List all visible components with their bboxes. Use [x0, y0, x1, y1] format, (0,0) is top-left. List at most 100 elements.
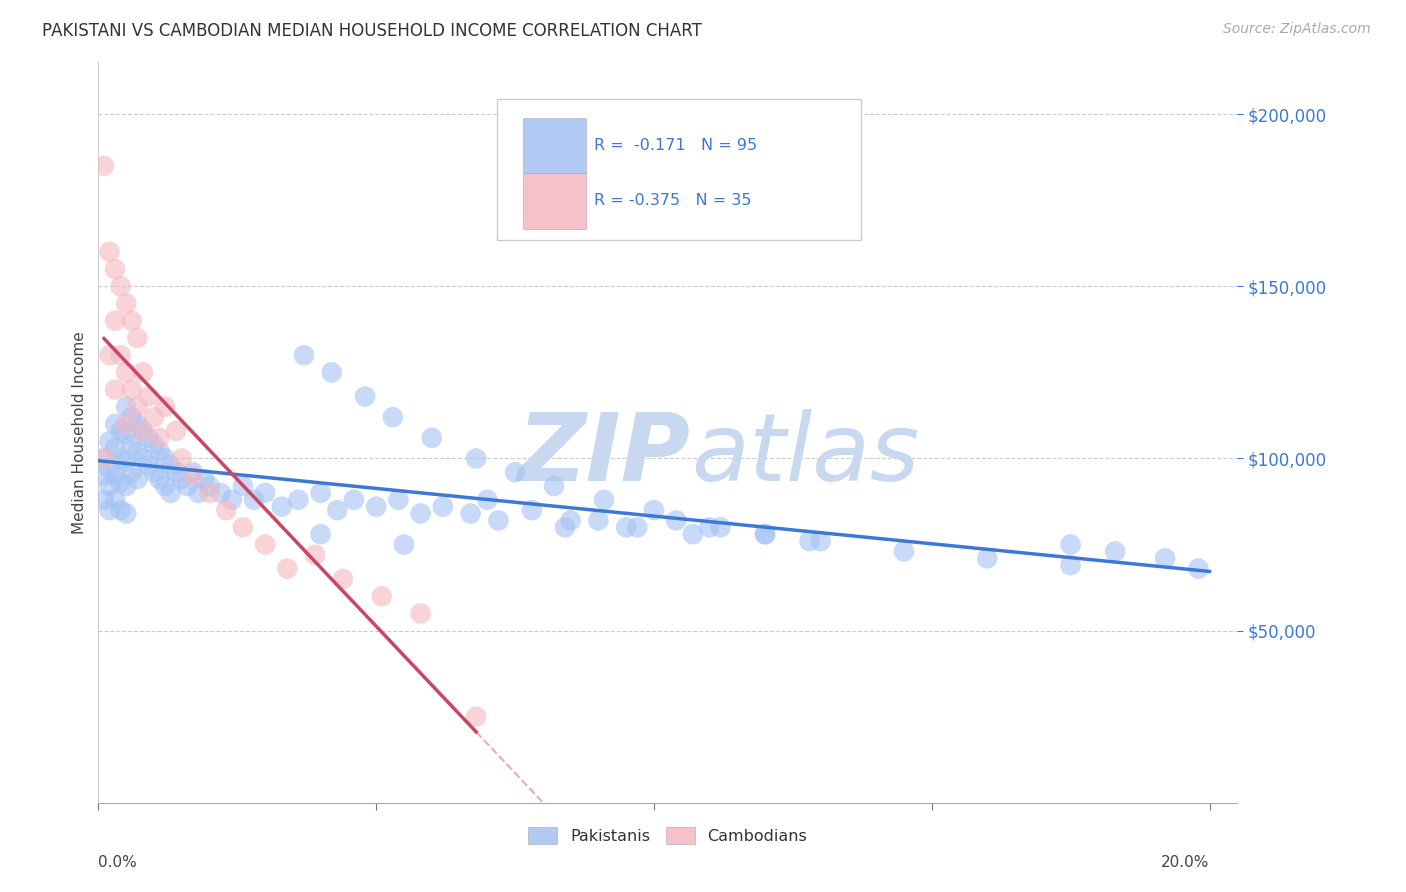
Point [332, 572, 354, 586]
Point [187, 486, 209, 500]
Point [159, 458, 181, 473]
Point [176, 479, 198, 493]
Point [366, 500, 388, 514]
Point [1154, 551, 1177, 566]
Y-axis label: Median Household Income: Median Household Income [72, 331, 87, 534]
FancyBboxPatch shape [498, 99, 862, 240]
Point [148, 472, 170, 486]
Point [165, 424, 187, 438]
Point [98, 244, 121, 259]
Point [98, 462, 121, 476]
Point [121, 383, 143, 397]
Point [104, 417, 127, 431]
Point [270, 500, 292, 514]
Point [170, 451, 193, 466]
Point [132, 451, 155, 466]
Point [181, 468, 204, 483]
Point [110, 279, 132, 293]
Point [460, 507, 482, 521]
Point [93, 159, 115, 173]
Text: 0.0%: 0.0% [98, 855, 138, 870]
Point [127, 417, 149, 431]
Point [148, 431, 170, 445]
Point [115, 507, 138, 521]
Point [193, 472, 215, 486]
Point [593, 492, 616, 507]
Point [554, 520, 576, 534]
Point [198, 486, 221, 500]
Text: R =  -0.171   N = 95: R = -0.171 N = 95 [593, 138, 756, 153]
Point [93, 492, 115, 507]
Point [110, 451, 132, 466]
Point [221, 492, 243, 507]
Point [254, 537, 277, 551]
Point [127, 472, 149, 486]
Point [381, 410, 404, 425]
Point [153, 479, 176, 493]
Point [104, 314, 127, 328]
Point [121, 314, 143, 328]
Point [93, 468, 115, 483]
Text: atlas: atlas [690, 409, 920, 500]
Point [115, 400, 138, 414]
Point [104, 492, 127, 507]
Point [232, 479, 254, 493]
Point [976, 551, 998, 566]
Point [115, 296, 138, 310]
Point [115, 365, 138, 379]
Point [110, 475, 132, 490]
Point [520, 503, 543, 517]
Point [321, 365, 343, 379]
Point [354, 389, 377, 403]
Point [132, 424, 155, 438]
Point [104, 262, 127, 277]
Point [215, 503, 238, 517]
Point [465, 709, 488, 723]
Point [132, 365, 155, 379]
Text: 20.0%: 20.0% [1161, 855, 1209, 870]
Point [893, 544, 915, 558]
Point [153, 451, 176, 466]
Point [98, 434, 121, 449]
Point [121, 410, 143, 425]
Point [754, 527, 776, 541]
Point [132, 424, 155, 438]
Point [682, 527, 704, 541]
Point [209, 486, 232, 500]
Point [138, 458, 160, 473]
Point [127, 331, 149, 345]
Point [309, 486, 332, 500]
Point [143, 410, 166, 425]
Point [477, 492, 499, 507]
Legend: Pakistanis, Cambodians: Pakistanis, Cambodians [522, 821, 814, 850]
Point [98, 479, 121, 493]
Point [110, 424, 132, 438]
Point [343, 492, 366, 507]
Text: PAKISTANI VS CAMBODIAN MEDIAN HOUSEHOLD INCOME CORRELATION CHART: PAKISTANI VS CAMBODIAN MEDIAN HOUSEHOLD … [42, 22, 702, 40]
Point [543, 479, 565, 493]
Point [115, 427, 138, 442]
Point [309, 527, 332, 541]
Text: Source: ZipAtlas.com: Source: ZipAtlas.com [1223, 22, 1371, 37]
Point [486, 513, 509, 527]
Point [98, 503, 121, 517]
Point [148, 444, 170, 458]
Point [387, 492, 409, 507]
Point [93, 451, 115, 466]
Point [588, 513, 610, 527]
Point [104, 441, 127, 455]
Point [104, 383, 127, 397]
Point [643, 503, 665, 517]
Point [665, 513, 688, 527]
Point [121, 438, 143, 452]
Point [754, 527, 776, 541]
Text: R = -0.375   N = 35: R = -0.375 N = 35 [593, 194, 751, 209]
Point [110, 503, 132, 517]
Point [292, 348, 315, 362]
Point [198, 479, 221, 493]
Point [810, 534, 832, 549]
Point [1059, 558, 1081, 573]
Point [254, 486, 277, 500]
Point [465, 451, 488, 466]
Point [110, 348, 132, 362]
